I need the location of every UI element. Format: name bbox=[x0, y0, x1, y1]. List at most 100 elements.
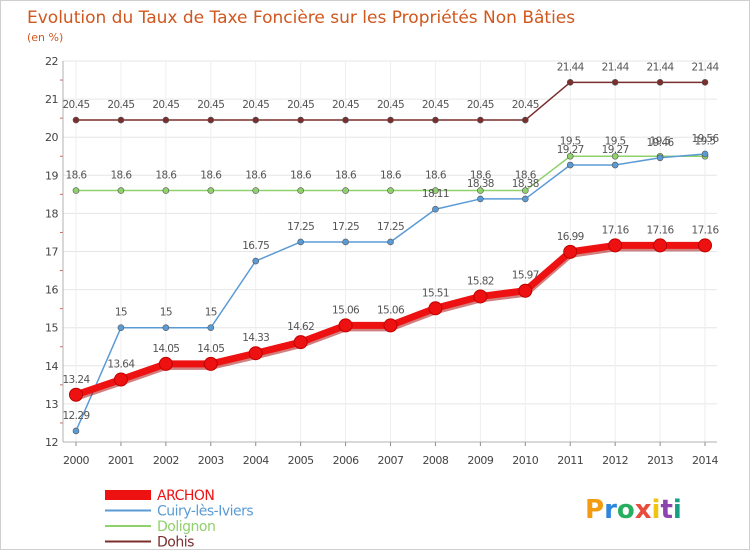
y-tick-label: 12 bbox=[45, 436, 58, 449]
data-point bbox=[563, 244, 578, 259]
data-point bbox=[162, 116, 170, 124]
data-point bbox=[518, 283, 533, 298]
series-dohis bbox=[72, 79, 709, 124]
data-label: 17.25 bbox=[332, 221, 359, 233]
data-label: 19.27 bbox=[602, 144, 629, 156]
data-label: 15.97 bbox=[512, 270, 539, 282]
data-point bbox=[653, 238, 668, 253]
data-point bbox=[432, 116, 439, 124]
y-tick-label: 14 bbox=[45, 360, 58, 373]
data-point bbox=[293, 335, 308, 350]
data-label: 19.5 bbox=[560, 135, 581, 147]
data-label: 15 bbox=[115, 307, 127, 319]
y-tick-label: 17 bbox=[45, 246, 58, 259]
data-point bbox=[117, 187, 125, 194]
data-label: 14.62 bbox=[287, 321, 314, 333]
data-point bbox=[342, 238, 349, 246]
data-point bbox=[566, 152, 574, 160]
data-label: 18.6 bbox=[470, 170, 492, 182]
data-point bbox=[69, 387, 83, 402]
chart-subtitle: (en %) bbox=[27, 31, 63, 44]
data-labels-dolignon: 18.6 18.6 18.6 18.6 18.6 18.6 18.6 18.6 18.6 18.6… bbox=[66, 135, 717, 182]
data-point bbox=[432, 187, 439, 194]
data-label: 17.25 bbox=[287, 221, 314, 233]
data-label: 18.6 bbox=[245, 170, 267, 182]
data-point bbox=[521, 195, 529, 203]
x-tick-label: 2014 bbox=[692, 454, 718, 467]
data-point bbox=[432, 205, 439, 213]
data-label: 15.82 bbox=[467, 275, 494, 287]
data-label: 20.45 bbox=[152, 99, 179, 111]
data-labels-cuiry-l-s-iviers: 12.29 15 15 15 16.75 17.25 17.25 17.25 18.11 18.3… bbox=[62, 133, 720, 422]
x-tick-label: 2003 bbox=[198, 454, 224, 467]
data-label: 19.5 bbox=[695, 135, 716, 147]
data-label: 20.45 bbox=[197, 99, 224, 111]
data-point bbox=[342, 116, 349, 124]
logo-letter: o bbox=[617, 495, 635, 525]
proxiti-logo: Proxiti bbox=[585, 495, 682, 525]
data-point bbox=[162, 324, 170, 332]
y-tick-label: 22 bbox=[45, 55, 58, 68]
data-point bbox=[566, 79, 574, 86]
data-label: 13.64 bbox=[107, 359, 135, 371]
x-tick-label: 2013 bbox=[647, 454, 673, 467]
x-tick-label: 2011 bbox=[557, 454, 583, 467]
x-tick-label: 2012 bbox=[602, 454, 628, 467]
data-label: 18.6 bbox=[200, 170, 222, 182]
logo-letter: t bbox=[660, 495, 672, 525]
data-label: 17.25 bbox=[377, 221, 404, 233]
data-label: 16.75 bbox=[242, 240, 269, 252]
data-point bbox=[701, 79, 709, 86]
data-label: 20.45 bbox=[242, 99, 269, 111]
data-point bbox=[342, 187, 349, 194]
data-label: 14.05 bbox=[197, 343, 224, 355]
y-tick-label: 19 bbox=[45, 169, 58, 182]
data-label: 20.45 bbox=[377, 99, 404, 111]
data-label: 20.45 bbox=[467, 99, 494, 111]
data-point bbox=[477, 195, 484, 203]
y-tick-label: 13 bbox=[45, 398, 58, 411]
x-tick-label: 2002 bbox=[153, 454, 179, 467]
data-label: 17.16 bbox=[691, 224, 719, 236]
data-label: 15 bbox=[160, 307, 172, 319]
data-point bbox=[252, 257, 260, 265]
series-cuiry-l-s-iviers bbox=[72, 150, 709, 435]
data-point bbox=[428, 301, 443, 316]
data-label: 19.46 bbox=[647, 137, 675, 149]
proxiti-logo-text: Proxiti bbox=[585, 495, 682, 525]
legend-label: Dolignon bbox=[157, 519, 215, 535]
data-point bbox=[252, 116, 260, 124]
data-label: 14.33 bbox=[242, 332, 269, 344]
logo-letter: r bbox=[604, 495, 617, 525]
data-point bbox=[297, 238, 304, 246]
chart-title: Evolution du Taux de Taxe Foncière sur l… bbox=[27, 8, 575, 28]
data-point bbox=[701, 150, 709, 158]
data-point bbox=[698, 238, 713, 253]
data-label: 20.45 bbox=[422, 99, 449, 111]
data-label: 21.44 bbox=[647, 61, 675, 73]
data-label: 20.45 bbox=[332, 99, 359, 111]
x-tick-label: 2000 bbox=[63, 454, 89, 467]
data-label: 18.38 bbox=[512, 178, 539, 190]
data-label: 18.6 bbox=[425, 170, 447, 182]
data-label: 19.56 bbox=[691, 133, 719, 145]
logo-letter: i bbox=[652, 495, 661, 525]
data-point bbox=[387, 116, 394, 124]
data-label: 17.16 bbox=[602, 224, 630, 236]
data-label: 18.6 bbox=[335, 170, 357, 182]
logo-letter: i bbox=[673, 495, 682, 525]
x-tick-label: 2008 bbox=[422, 454, 448, 467]
data-point bbox=[72, 187, 80, 194]
data-label: 21.44 bbox=[602, 61, 630, 73]
data-label: 19.5 bbox=[650, 135, 671, 147]
data-point bbox=[611, 161, 619, 169]
data-label: 18.6 bbox=[155, 170, 177, 182]
data-point bbox=[611, 79, 619, 86]
x-tick-label: 2009 bbox=[467, 454, 493, 467]
series-layer: 20.45 20.45 20.45 20.45 20.45 20.45 20.45 20.45… bbox=[62, 61, 720, 435]
data-point bbox=[117, 116, 125, 124]
data-point bbox=[72, 427, 80, 435]
data-point bbox=[608, 238, 623, 253]
